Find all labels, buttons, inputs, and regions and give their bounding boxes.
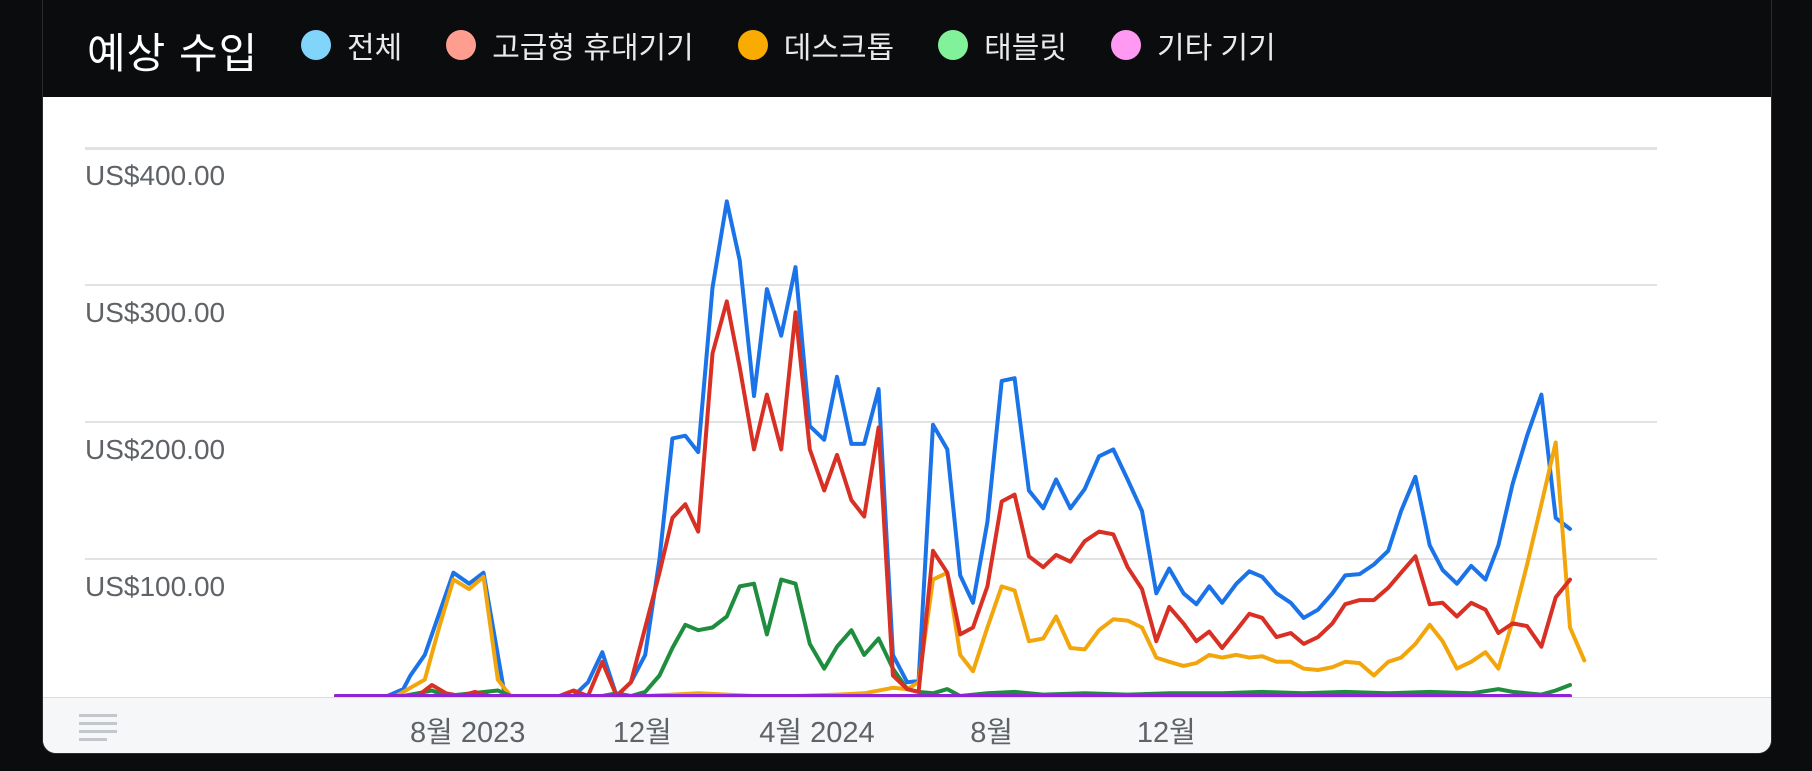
legend-dot	[737, 30, 768, 60]
plot-area: US$100.00 US$200.00 US$300.00 US$400.00	[85, 147, 1657, 697]
table-view-icon[interactable]	[79, 714, 117, 742]
legend-dot	[446, 30, 477, 60]
chart-card: 예상 수입 전체 고급형 휴대기기 데스크톱 태블릿 기타 기기 US$100.00 US…	[42, 0, 1772, 754]
legend-item[interactable]: 전체	[301, 23, 402, 67]
x-tick-label: 12월	[612, 717, 672, 749]
y-tick-label: US$300.00	[85, 297, 225, 328]
legend-item[interactable]: 태블릿	[938, 23, 1067, 67]
legend-item[interactable]: 데스크톱	[737, 23, 895, 67]
legend-dot	[938, 30, 969, 60]
x-tick-label: 4월 2024	[759, 717, 875, 749]
x-axis-bar: 8월 2023 12월 4월 2024 8월 12월	[43, 697, 1771, 753]
x-tick-label: 8월 2023	[409, 717, 526, 749]
legend-label: 고급형 휴대기기	[492, 32, 694, 65]
legend-item[interactable]: 고급형 휴대기기	[446, 23, 694, 67]
legend-label: 태블릿	[984, 32, 1067, 65]
x-tick-label: 8월	[970, 717, 1014, 749]
legend-dot	[301, 30, 331, 60]
legend-item[interactable]: 기타 기기	[1110, 23, 1276, 67]
y-tick-label: US$400.00	[85, 160, 225, 191]
legend: 전체 고급형 휴대기기 데스크톱 태블릿 기타 기기	[301, 24, 1276, 66]
legend-label: 기타 기기	[1156, 32, 1276, 65]
legend-label: 데스크톱	[783, 32, 895, 65]
legend-dot	[1110, 30, 1141, 60]
chart-title: 예상 수입	[87, 30, 259, 77]
chart-header: 예상 수입 전체 고급형 휴대기기 데스크톱 태블릿 기타 기기	[43, 0, 1771, 97]
y-tick-label: US$200.00	[85, 434, 225, 465]
series-line[interactable]	[334, 299, 1572, 697]
x-tick-label: 12월	[1136, 717, 1196, 749]
y-tick-label: US$100.00	[85, 571, 225, 602]
legend-label: 전체	[347, 32, 403, 65]
